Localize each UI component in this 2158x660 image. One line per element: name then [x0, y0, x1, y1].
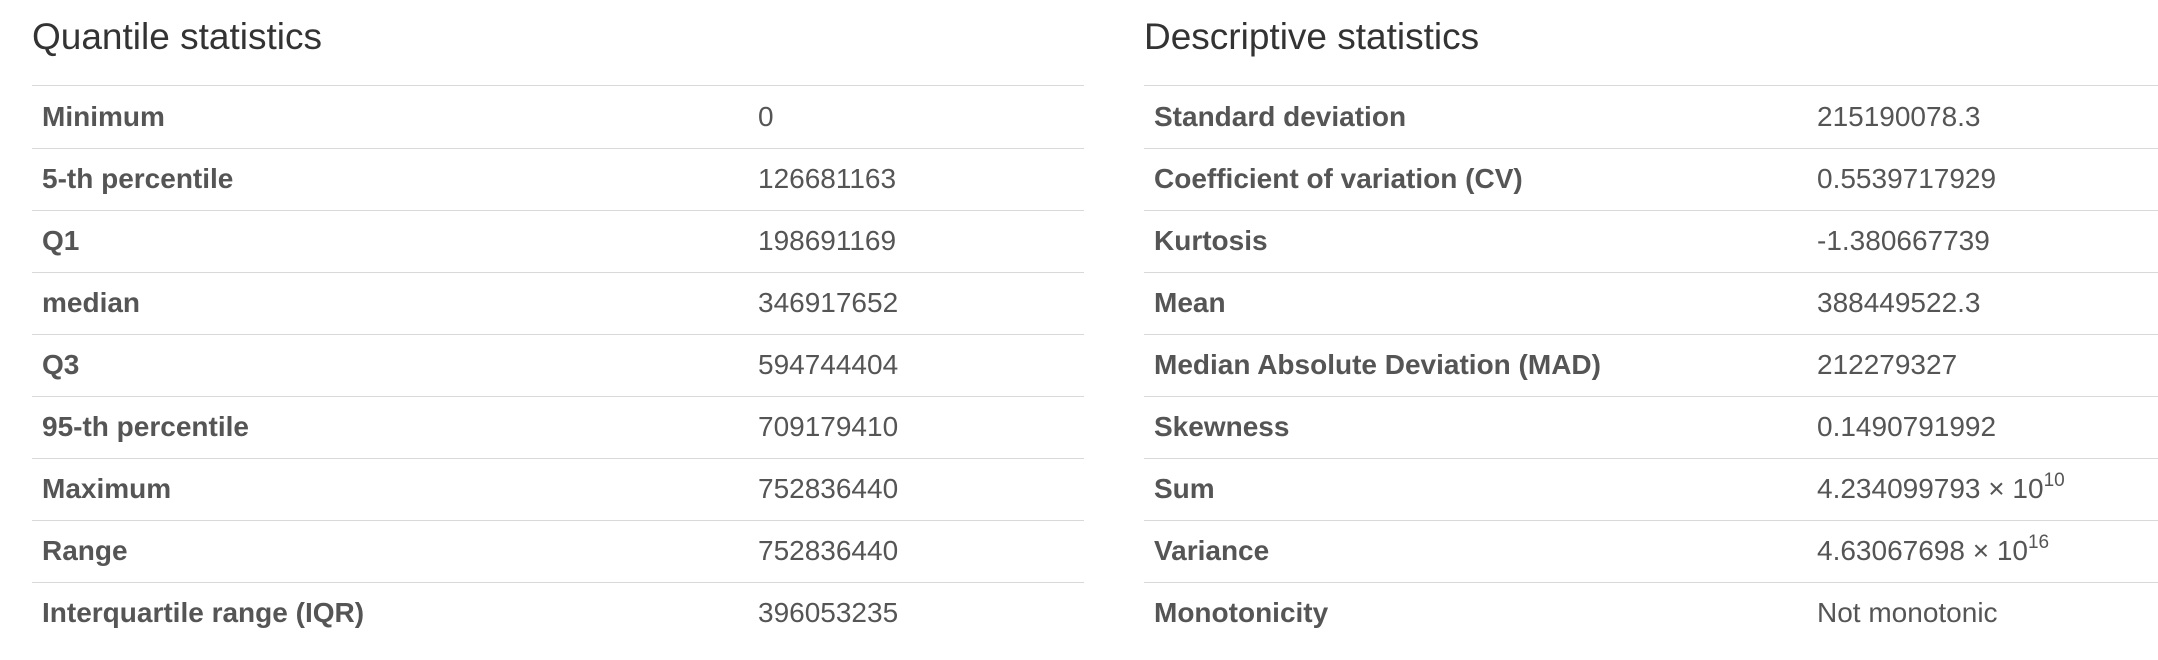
stat-value: 594744404	[758, 349, 899, 380]
table-row: Kurtosis -1.380667739	[1144, 210, 2158, 272]
stat-value: 709179410	[758, 411, 899, 442]
stat-label: Variance	[1154, 535, 1270, 566]
stat-value-exponent: 10	[2043, 470, 2065, 491]
stat-value: 126681163	[758, 163, 897, 194]
stat-value: 198691169	[758, 225, 897, 256]
stat-label: Minimum	[42, 100, 165, 132]
stat-label: Kurtosis	[1154, 225, 1268, 256]
stat-value-mantissa: 4.234099793 × 10	[1817, 473, 2044, 504]
stat-label: 95-th percentile	[42, 411, 249, 442]
quantile-statistics-panel: Quantile statistics Minimum 0 5-th perce…	[32, 0, 1084, 644]
stat-value: -1.380667739	[1817, 225, 1990, 256]
stat-label: Sum	[1154, 473, 1215, 504]
table-row: Median Absolute Deviation (MAD) 21227932…	[1144, 334, 2158, 396]
table-row: Mean 388449522.3	[1144, 272, 2158, 334]
stat-label: median	[42, 287, 141, 318]
stat-value: 0	[758, 100, 774, 132]
stat-value: 346917652	[758, 287, 899, 318]
stat-label: Interquartile range (IQR)	[42, 597, 365, 629]
table-row: Coefficient of variation (CV) 0.55397179…	[1144, 148, 2158, 210]
stat-value-exponent: 16	[2027, 532, 2050, 553]
descriptive-statistics-panel: Descriptive statistics Standard deviatio…	[1144, 0, 2158, 644]
stat-label: Mean	[1154, 287, 1226, 318]
table-row: Monotonicity Not monotonic	[1144, 582, 2158, 644]
stat-label: Q3	[42, 349, 80, 380]
descriptive-statistics-title: Descriptive statistics	[1144, 0, 2158, 86]
stat-value-mantissa: 4.63067698 × 10	[1817, 535, 2028, 566]
table-row: Interquartile range (IQR) 396053235	[32, 582, 1084, 644]
stat-value: 0.5539717929	[1817, 163, 1997, 194]
table-row: Range 752836440	[32, 520, 1084, 582]
table-row: Minimum 0	[32, 86, 1084, 148]
stat-value: Not monotonic	[1817, 597, 1998, 629]
stat-label: Skewness	[1154, 411, 1290, 442]
stat-label: 5-th percentile	[42, 163, 234, 194]
stat-value: 212279327	[1817, 349, 1958, 380]
stat-label: Range	[42, 535, 128, 566]
table-row: 95-th percentile 709179410	[32, 396, 1084, 458]
table-row: Variance 4.63067698 × 1016	[1144, 520, 2158, 582]
stat-value: 752836440	[758, 473, 899, 504]
stat-value: 215190078.3	[1817, 100, 1981, 132]
stat-value: 4.63067698 × 1016	[1807, 520, 2158, 582]
quantile-statistics-title: Quantile statistics	[32, 0, 1084, 86]
stat-value: 396053235	[758, 597, 899, 629]
table-row: Sum 4.234099793 × 1010	[1144, 458, 2158, 520]
stat-value: 752836440	[758, 535, 899, 566]
descriptive-statistics-table: Standard deviation 215190078.3 Coefficie…	[1144, 86, 2158, 644]
table-row: Q1 198691169	[32, 210, 1084, 272]
stat-label: Q1	[42, 225, 80, 256]
table-row: Standard deviation 215190078.3	[1144, 86, 2158, 148]
stat-label: Standard deviation	[1154, 100, 1407, 132]
stat-value: 4.234099793 × 1010	[1807, 458, 2158, 520]
stat-label: Monotonicity	[1154, 597, 1329, 629]
stat-label: Coefficient of variation (CV)	[1154, 163, 1523, 194]
quantile-statistics-table: Minimum 0 5-th percentile 126681163 Q1 1…	[32, 86, 1084, 644]
stat-value: 0.1490791992	[1817, 411, 1997, 442]
stat-value: 388449522.3	[1817, 287, 1981, 318]
table-row: Maximum 752836440	[32, 458, 1084, 520]
stat-label: Maximum	[42, 473, 172, 504]
table-row: Q3 594744404	[32, 334, 1084, 396]
table-row: Skewness 0.1490791992	[1144, 396, 2158, 458]
table-row: 5-th percentile 126681163	[32, 148, 1084, 210]
table-row: median 346917652	[32, 272, 1084, 334]
stat-label: Median Absolute Deviation (MAD)	[1154, 349, 1601, 380]
